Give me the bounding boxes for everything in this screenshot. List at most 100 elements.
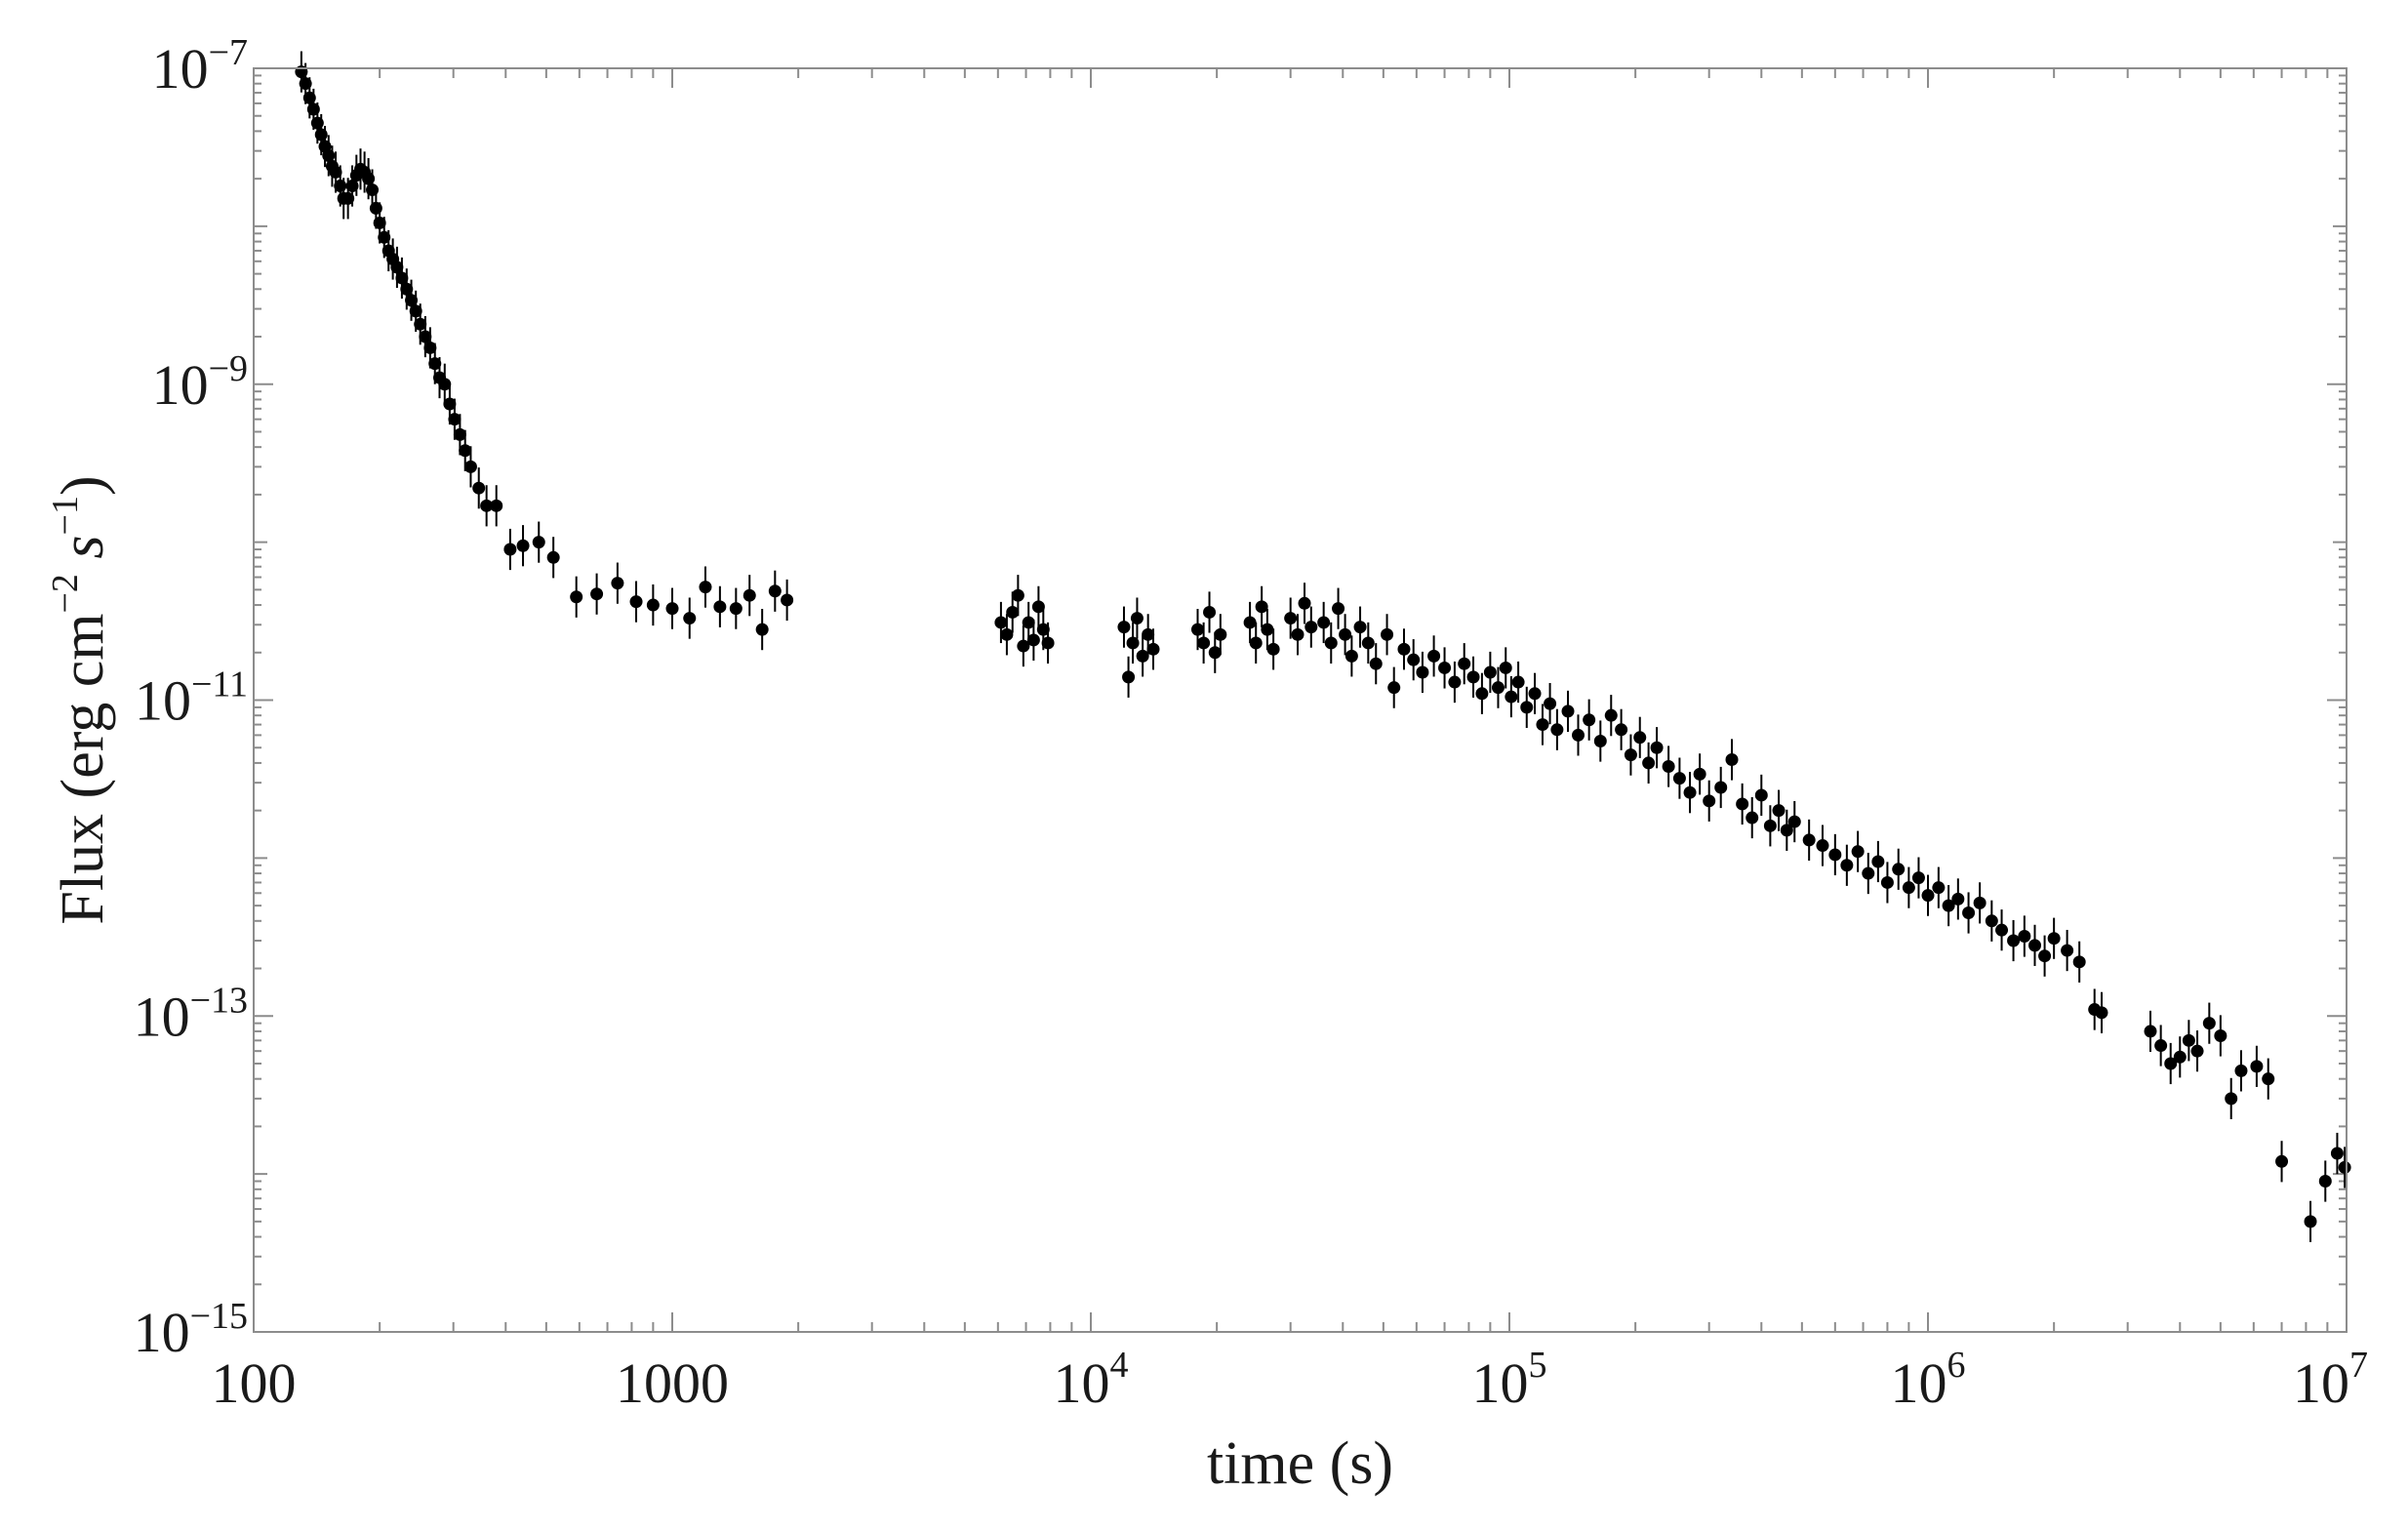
x-tick-label: 1000 <box>616 1351 729 1415</box>
data-marker <box>1536 718 1549 732</box>
data-marker <box>1438 661 1452 674</box>
data-point <box>2214 1015 2227 1057</box>
data-marker <box>373 216 386 229</box>
data-point <box>1662 745 1675 787</box>
data-marker <box>1243 616 1257 629</box>
data-marker <box>1499 661 1512 674</box>
data-point <box>1491 666 1505 708</box>
data-point <box>2190 1030 2204 1072</box>
data-marker <box>400 282 414 296</box>
data-marker <box>2330 1147 2344 1160</box>
data-point <box>1544 683 1557 725</box>
data-point <box>1000 614 1014 656</box>
data-marker <box>1458 657 1471 670</box>
y-axis-label-superscript: −1 <box>45 496 86 535</box>
data-point <box>2234 1050 2248 1092</box>
x-tick-label-base: 1000 <box>616 1351 729 1415</box>
data-point <box>1973 882 1987 924</box>
data-marker <box>994 616 1008 629</box>
data-point <box>1197 622 1211 664</box>
data-marker <box>1448 675 1462 689</box>
x-axis-ticks <box>253 68 2329 1332</box>
data-point <box>1126 622 1140 664</box>
data-marker <box>781 593 794 607</box>
x-tick-label-base: 10 <box>1054 1351 1110 1415</box>
data-marker <box>1871 855 1885 868</box>
data-marker <box>443 397 457 411</box>
data-marker <box>1266 642 1280 656</box>
data-marker <box>570 590 583 604</box>
data-marker <box>1036 623 1050 636</box>
data-point <box>1714 766 1728 809</box>
data-marker <box>2338 1160 2351 1174</box>
data-marker <box>546 550 560 564</box>
data-point <box>1214 614 1227 656</box>
data-marker <box>1466 670 1480 684</box>
x-tick-label: 100 <box>212 1351 297 1415</box>
y-tick-label-exponent: −7 <box>209 32 248 73</box>
data-point <box>1466 656 1480 698</box>
data-point <box>1942 885 1955 927</box>
data-marker <box>1615 723 1628 737</box>
data-point <box>1746 796 1759 839</box>
data-marker <box>2190 1044 2204 1058</box>
data-marker <box>490 499 503 512</box>
data-point <box>2047 917 2061 959</box>
data-point <box>438 363 452 405</box>
data-marker <box>1136 649 1149 663</box>
data-marker <box>405 294 419 307</box>
data-point <box>1780 809 1793 851</box>
data-marker <box>1122 670 1136 684</box>
data-point <box>1962 892 1976 934</box>
data-marker <box>480 499 494 512</box>
data-marker <box>1780 824 1793 837</box>
data-marker <box>1650 741 1664 754</box>
data-marker <box>1304 621 1318 634</box>
data-point <box>1261 609 1274 651</box>
data-point <box>1117 606 1131 648</box>
data-point <box>1266 628 1280 670</box>
data-point <box>1344 635 1358 677</box>
data-point <box>480 485 494 527</box>
data-point <box>1475 672 1489 714</box>
x-tick-label-exponent: 7 <box>2349 1345 2368 1386</box>
data-points <box>295 51 2351 1242</box>
data-marker <box>665 602 679 616</box>
x-tick-label-base: 10 <box>2293 1351 2349 1415</box>
data-marker <box>532 536 545 549</box>
data-marker <box>1011 588 1024 602</box>
data-marker <box>1911 871 1925 885</box>
data-point <box>1520 686 1534 729</box>
y-tick-label-base: 10 <box>152 353 209 417</box>
data-point <box>1130 597 1144 639</box>
data-point <box>2028 924 2042 966</box>
data-marker <box>1725 752 1739 766</box>
data-marker <box>2061 944 2074 957</box>
data-point <box>1203 591 1217 633</box>
data-point <box>2250 1045 2264 1087</box>
data-point <box>1416 651 1429 694</box>
y-tick-label-exponent: −9 <box>209 348 248 389</box>
data-marker <box>1995 923 2009 937</box>
data-marker <box>1203 605 1217 619</box>
y-tick-label: 10−13 <box>134 980 248 1048</box>
data-point <box>2038 935 2052 977</box>
x-tick-label-base: 100 <box>212 1351 297 1415</box>
data-marker <box>2304 1215 2317 1228</box>
data-marker <box>1787 815 1801 828</box>
y-tick-label: 10−7 <box>152 32 248 101</box>
data-marker <box>1662 760 1675 774</box>
data-point <box>1683 772 1697 814</box>
y-tick-label: 10−9 <box>152 348 248 417</box>
data-marker <box>768 584 782 598</box>
data-point <box>1862 852 1875 895</box>
data-point <box>1339 614 1352 656</box>
data-point <box>1604 695 1618 737</box>
data-point <box>1511 661 1525 704</box>
data-point <box>1787 800 1801 843</box>
data-marker <box>1763 819 1777 832</box>
data-marker <box>1208 646 1222 660</box>
data-marker <box>2154 1039 2168 1053</box>
data-marker <box>463 460 477 473</box>
